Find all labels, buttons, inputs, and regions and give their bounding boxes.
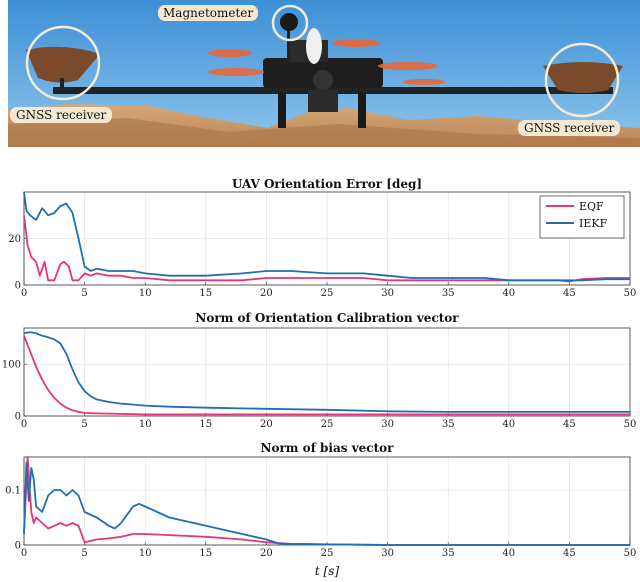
x-tick-label: 45 bbox=[563, 419, 576, 430]
x-axis-label: t [s] bbox=[315, 564, 339, 578]
chart-title: Norm of bias vector bbox=[261, 441, 395, 455]
x-tick-label: 0 bbox=[21, 419, 27, 430]
series-line-iekf bbox=[23, 461, 630, 546]
charts-area: UAV Orientation Error [deg] 0 5 10 15 20 25 30 3… bbox=[2, 177, 636, 578]
x-tick-label: 45 bbox=[563, 548, 576, 559]
x-tick-label: 5 bbox=[81, 419, 87, 430]
x-tick-label: 40 bbox=[502, 419, 515, 430]
x-tick-label: 30 bbox=[381, 288, 394, 299]
x-tick-label: 30 bbox=[381, 548, 394, 559]
rotors bbox=[208, 39, 446, 85]
x-tick-label: 25 bbox=[321, 288, 334, 299]
x-tick-label: 20 bbox=[260, 419, 273, 430]
gnss-right-label-text: GNSS receiver bbox=[524, 121, 615, 135]
x-tick-label: 0 bbox=[21, 288, 27, 299]
legend-label-eqf: EQF bbox=[579, 200, 604, 213]
y-tick-label: 0 bbox=[15, 541, 21, 552]
legend-box bbox=[539, 195, 625, 239]
gnss-left-label-text: GNSS receiver bbox=[16, 108, 107, 122]
series-line-iekf bbox=[23, 331, 630, 413]
gnss-right-label: GNSS receiver bbox=[518, 120, 621, 136]
y-tick-label: 0.1 bbox=[5, 486, 21, 497]
x-tick-label: 35 bbox=[442, 288, 455, 299]
magnetometer-highlight bbox=[271, 4, 309, 42]
x-tick-label: 15 bbox=[199, 419, 212, 430]
gnss-dish-left bbox=[25, 25, 101, 101]
drone-body bbox=[263, 13, 383, 128]
x-tick-label: 50 bbox=[624, 548, 637, 559]
y-tick-label: 20 bbox=[8, 234, 21, 245]
x-tick-label: 25 bbox=[321, 419, 334, 430]
x-tick-label: 10 bbox=[139, 548, 152, 559]
x-tick-label: 25 bbox=[321, 548, 334, 559]
x-tick-label: 35 bbox=[442, 548, 455, 559]
series-line-eqf bbox=[23, 335, 630, 416]
y-tick-label: 0 bbox=[15, 281, 21, 292]
x-tick-label: 15 bbox=[199, 288, 212, 299]
chart-panel-3: Norm of bias vector 0 5 10 15 20 25 30 35 40 45 50 0… bbox=[5, 441, 636, 578]
x-tick-label: 15 bbox=[199, 548, 212, 559]
legend-label-iekf: IEKF bbox=[579, 217, 608, 230]
gnss-left-label: GNSS receiver bbox=[10, 107, 113, 123]
magnetometer-label-text: Magnetometer bbox=[163, 6, 254, 20]
uav-photo: Magnetometer GNSS receiver GNSS receiver bbox=[8, 0, 640, 147]
gnss-dish-right bbox=[543, 42, 623, 118]
x-tick-label: 50 bbox=[624, 288, 637, 299]
chart-panel-1: UAV Orientation Error [deg] 0 5 10 15 20 25 30 3… bbox=[8, 177, 636, 299]
x-tick-label: 20 bbox=[260, 288, 273, 299]
chart-title: UAV Orientation Error [deg] bbox=[232, 177, 422, 191]
magnetometer-label: Magnetometer bbox=[158, 5, 259, 21]
x-tick-label: 10 bbox=[139, 288, 152, 299]
x-tick-label: 5 bbox=[81, 548, 87, 559]
series-line-iekf bbox=[23, 191, 630, 282]
legend: EQF IEKF bbox=[539, 195, 625, 239]
x-tick-label: 35 bbox=[442, 419, 455, 430]
x-tick-label: 30 bbox=[381, 419, 394, 430]
x-tick-label: 20 bbox=[260, 548, 273, 559]
x-tick-label: 10 bbox=[139, 419, 152, 430]
chart-panel-2: Norm of Orientation Calibration vector 0 5… bbox=[2, 311, 636, 430]
x-tick-label: 40 bbox=[502, 288, 515, 299]
chart-title: Norm of Orientation Calibration vector bbox=[195, 311, 459, 325]
y-tick-label: 0 bbox=[15, 412, 21, 423]
y-tick-label: 100 bbox=[2, 360, 21, 371]
x-tick-label: 40 bbox=[502, 548, 515, 559]
x-tick-label: 45 bbox=[563, 288, 576, 299]
x-tick-label: 50 bbox=[624, 419, 637, 430]
x-tick-label: 0 bbox=[21, 548, 27, 559]
x-tick-label: 5 bbox=[81, 288, 87, 299]
